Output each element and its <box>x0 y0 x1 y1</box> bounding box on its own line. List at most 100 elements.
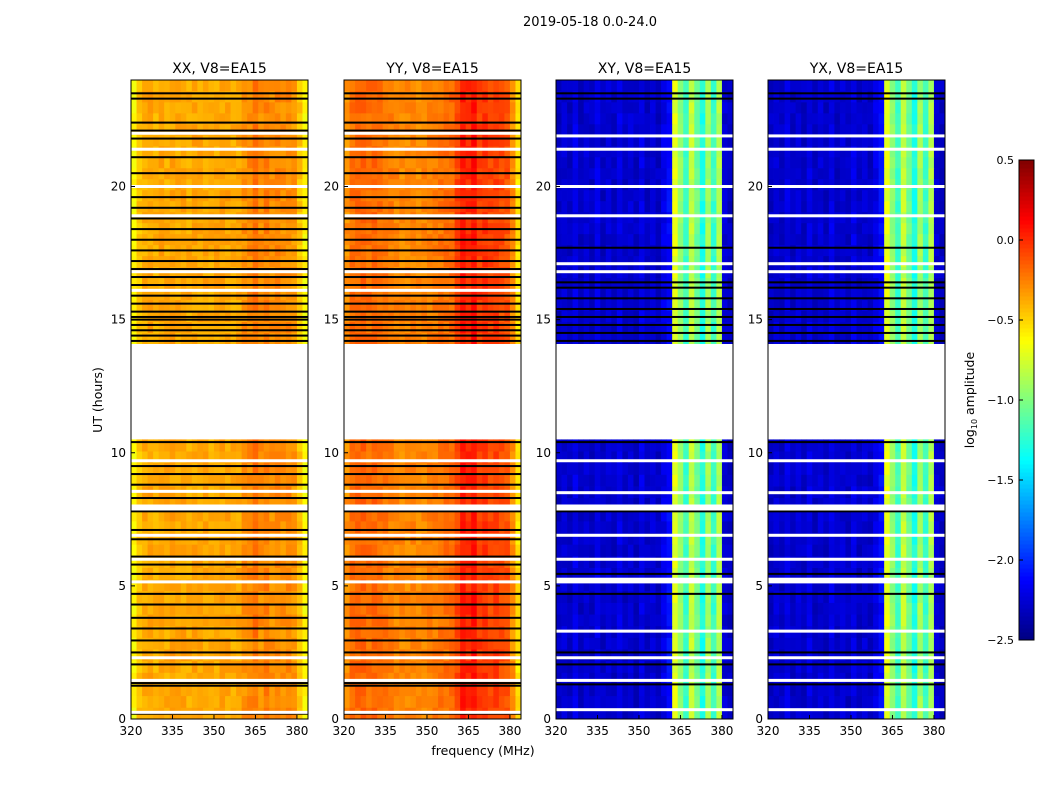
heatmap-cell <box>638 134 645 147</box>
heatmap-cell <box>269 200 276 213</box>
heatmap-cell <box>180 156 187 169</box>
heatmap-cell <box>672 439 679 452</box>
heatmap-cell <box>404 451 411 464</box>
heatmap-cell <box>399 579 406 592</box>
heatmap-cell <box>498 439 505 452</box>
heatmap-cell <box>666 134 673 147</box>
heatmap-cell <box>504 80 511 92</box>
flag-line-white <box>131 580 308 584</box>
heatmap-cell <box>247 695 254 708</box>
heatmap-cell <box>644 288 651 301</box>
heatmap-cell <box>661 244 668 257</box>
heatmap-cell <box>296 112 303 125</box>
heatmap-cell <box>884 660 891 673</box>
heatmap-cell <box>131 602 137 615</box>
heatmap-cell <box>355 602 361 615</box>
heatmap-cell <box>280 672 287 685</box>
heatmap-cell <box>578 672 585 685</box>
heatmap-cell <box>578 112 585 125</box>
flag-line-black <box>131 572 308 575</box>
heatmap-cell <box>594 602 601 615</box>
heatmap-cell <box>291 439 298 452</box>
heatmap-cell <box>721 332 728 344</box>
heatmap-cell <box>202 156 209 169</box>
heatmap-cell <box>449 101 456 114</box>
heatmap-cell <box>493 684 500 697</box>
heatmap-cell <box>515 462 522 475</box>
heatmap-cell <box>515 134 522 147</box>
heatmap-cell <box>611 134 618 147</box>
heatmap-cell <box>241 625 248 638</box>
heatmap-cell <box>291 520 298 534</box>
heatmap-cell <box>655 555 662 568</box>
heatmap-cell <box>382 145 389 158</box>
heatmap-cell <box>280 299 287 312</box>
heatmap-cell <box>694 649 701 662</box>
heatmap-cell <box>158 134 165 147</box>
heatmap-cell <box>922 695 929 708</box>
heatmap-cell <box>567 112 573 125</box>
heatmap-cell <box>493 178 500 191</box>
heatmap-cell <box>589 684 596 697</box>
heatmap-cell <box>661 101 668 114</box>
heatmap-cell <box>487 649 494 662</box>
flag-line-white <box>131 710 308 714</box>
heatmap-cell <box>230 134 237 147</box>
heatmap-cell <box>928 707 935 720</box>
heatmap-cell <box>274 637 281 650</box>
heatmap-cell <box>131 321 137 334</box>
heatmap-cell <box>449 614 456 627</box>
heatmap-cell <box>834 684 841 697</box>
flag-line-white <box>344 678 521 682</box>
heatmap-cell <box>572 555 579 568</box>
heatmap-cell <box>644 474 651 487</box>
heatmap-cell <box>225 555 231 568</box>
heatmap-cell <box>186 321 193 334</box>
heatmap-cell <box>476 80 483 92</box>
heatmap-cell <box>399 299 406 312</box>
heatmap-cell <box>360 555 367 568</box>
heatmap-cell <box>661 112 668 125</box>
heatmap-cell <box>589 211 596 224</box>
heatmap-cell <box>393 497 400 510</box>
heatmap-cell <box>285 672 292 685</box>
heatmap-cell <box>589 255 596 268</box>
heatmap-cell <box>236 145 243 158</box>
heatmap-cell <box>655 299 662 312</box>
heatmap-cell <box>515 555 522 568</box>
flag-line-white <box>556 185 733 188</box>
heatmap-cell <box>258 579 265 592</box>
heatmap-cell <box>404 277 411 290</box>
heatmap-cell <box>498 544 505 557</box>
heatmap-cell <box>616 134 623 147</box>
heatmap-cell <box>438 277 444 290</box>
flag-line-black <box>344 268 521 271</box>
heatmap-cell <box>482 439 489 452</box>
heatmap-cell <box>252 637 259 650</box>
heatmap-cell <box>721 579 728 592</box>
heatmap-cell <box>415 520 422 534</box>
heatmap-cell <box>504 625 511 638</box>
heatmap-cell <box>186 101 193 114</box>
heatmap-cell <box>633 590 640 603</box>
heatmap-cell <box>583 579 590 592</box>
heatmap-cell <box>567 649 573 662</box>
flag-line-black <box>344 92 521 95</box>
heatmap-cell <box>487 299 494 312</box>
heatmap-cell <box>493 189 500 202</box>
heatmap-cell <box>269 684 276 697</box>
heatmap-cell <box>426 625 433 638</box>
heatmap-cell <box>616 649 623 662</box>
heatmap-cell <box>661 684 668 697</box>
heatmap-cell <box>191 509 198 522</box>
flag-line-black <box>131 465 308 468</box>
heatmap-cell <box>556 474 562 487</box>
heatmap-cell <box>556 255 562 268</box>
flag-line-black <box>556 592 733 595</box>
heatmap-cell <box>589 497 596 510</box>
heatmap-cell <box>616 123 623 136</box>
heatmap-cell <box>661 80 668 92</box>
heatmap-cell <box>583 123 590 136</box>
heatmap-cell <box>633 145 640 158</box>
heatmap-cell <box>699 167 706 180</box>
